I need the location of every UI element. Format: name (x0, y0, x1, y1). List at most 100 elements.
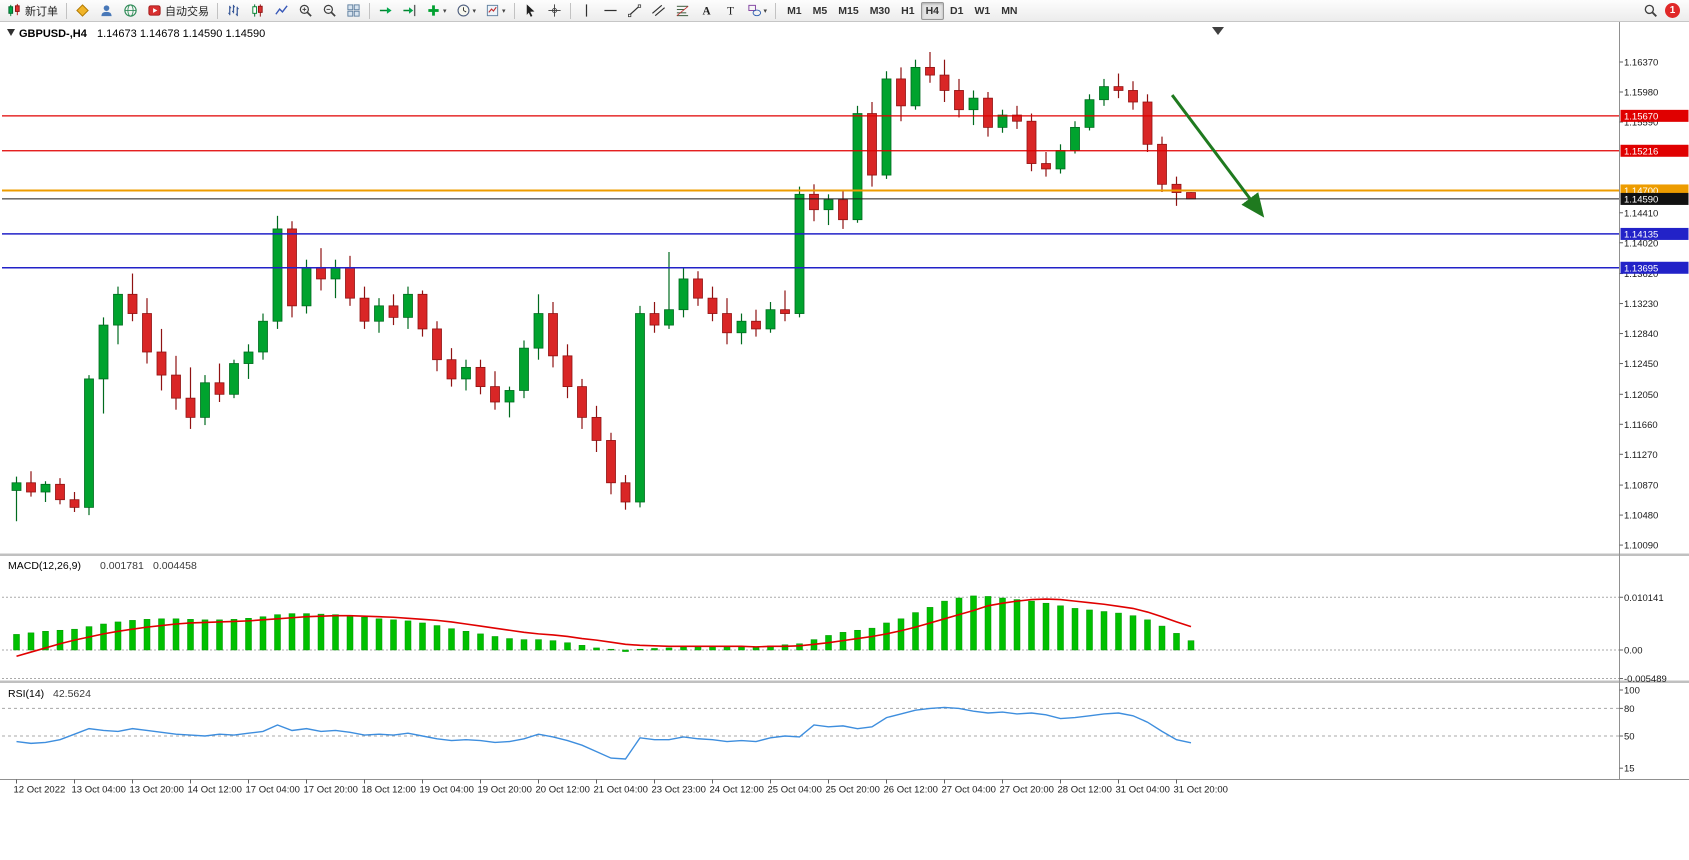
timeframe-mn-button[interactable]: MN (996, 2, 1022, 20)
rsi-panel[interactable] (2, 706, 1620, 760)
timeframe-m1-button[interactable]: M1 (782, 2, 807, 20)
chart-candles-button[interactable] (246, 1, 269, 20)
panel-splitter[interactable] (0, 680, 1689, 684)
zoom-out-icon (322, 3, 337, 18)
candle-body (562, 355, 573, 388)
candle-body (1070, 126, 1080, 151)
trendline-icon (627, 3, 642, 18)
text-label-button[interactable]: T (719, 1, 742, 20)
macd-histogram-bar (288, 613, 296, 651)
candle-body (939, 74, 950, 91)
candle-body (664, 309, 674, 326)
crosshair-button[interactable] (543, 1, 566, 20)
time-axis-label: 25 Oct 04:00 (768, 785, 822, 796)
price-badge (1620, 227, 1689, 240)
candle-body (301, 266, 312, 307)
autotrading-button[interactable]: 自动交易 (143, 1, 213, 20)
one-click-trading-toggle[interactable] (7, 29, 15, 36)
indicators-button[interactable]: ▾ (422, 1, 451, 20)
price-axis-label: 1.13230 (1624, 299, 1658, 310)
mql5-community-button[interactable] (71, 1, 94, 20)
macd-histogram-bar (375, 618, 383, 651)
diamond-icon (75, 3, 90, 18)
tile-windows-button[interactable] (342, 1, 365, 20)
label-t-icon: T (723, 3, 738, 18)
candle-body (1171, 183, 1182, 193)
candle-body (809, 193, 819, 211)
price-axis-label: 1.10480 (1624, 511, 1658, 522)
trendline-button[interactable] (623, 1, 646, 20)
candle-body (475, 366, 486, 388)
chart-shift-button[interactable] (398, 1, 421, 20)
trend-arrow[interactable] (1170, 94, 1265, 218)
notification-badge[interactable]: 1 (1665, 3, 1680, 18)
candle-body (69, 499, 80, 508)
periods-button[interactable]: ▾ (452, 1, 481, 20)
vline-icon (579, 3, 594, 18)
market-button[interactable] (119, 1, 142, 20)
candle-body (127, 293, 138, 314)
panel-splitter[interactable] (0, 553, 1689, 557)
time-axis[interactable]: 12 Oct 2022 13 Oct 04:00 13 Oct 20:00 14 Oc… (0, 779, 1689, 796)
candle-body (84, 378, 94, 508)
chart-line-button[interactable] (270, 1, 293, 20)
macd-histogram-bar (13, 634, 20, 651)
time-axis-label: 21 Oct 04:00 (594, 785, 648, 796)
hline-icon (603, 3, 618, 18)
timeframe-m30-button[interactable]: M30 (865, 2, 895, 20)
macd-histogram-bar (129, 620, 136, 651)
text-button[interactable]: A (695, 1, 718, 20)
user-profile-button[interactable] (95, 1, 118, 20)
equidistant-channel-button[interactable] (647, 1, 670, 20)
price-badge-label: 1.14590 (1624, 194, 1658, 205)
time-axis-label: 26 Oct 12:00 (884, 785, 938, 796)
timeframe-h1-button[interactable]: H1 (896, 2, 919, 20)
chart-bars-button[interactable] (222, 1, 245, 20)
price-axis[interactable]: 1.16370 1.15980 1.15590 1.14410 1.14020 1.136… (1619, 22, 1689, 780)
timeframe-m15-button[interactable]: M15 (833, 2, 863, 20)
templates-button[interactable]: ▾ (481, 1, 510, 20)
vertical-line-button[interactable] (575, 1, 598, 20)
cursor-button[interactable] (519, 1, 542, 20)
timeframe-d1-button[interactable]: D1 (945, 2, 968, 20)
toolbar-separator (569, 2, 571, 19)
chart-shift-marker[interactable] (1212, 27, 1224, 35)
candle-body (359, 297, 370, 322)
new-order-button[interactable]: 新订单 (3, 1, 62, 20)
chevron-down-icon: ▾ (763, 7, 768, 15)
timeframe-w1-button[interactable]: W1 (969, 2, 995, 20)
fibonacci-button[interactable] (671, 1, 694, 20)
candle-body (1012, 114, 1022, 122)
time-axis-label: 23 Oct 23:00 (652, 785, 706, 796)
price-badge-label: 1.13695 (1624, 263, 1658, 274)
candle-body (461, 366, 471, 380)
macd-axis-label: -0.005489 (1624, 674, 1667, 685)
candle-body (678, 278, 689, 311)
chart-window[interactable]: GBPUSD-,H4 1.14673 1.14678 1.14590 1.145… (0, 22, 1689, 860)
search-button[interactable] (1639, 1, 1662, 20)
main-chart-panel[interactable] (2, 27, 1620, 522)
auto-scroll-button[interactable] (374, 1, 397, 20)
macd-panel[interactable] (2, 595, 1620, 680)
zoom-in-button[interactable] (294, 1, 317, 20)
candle-body (142, 313, 152, 353)
macd-histogram-bar (1158, 625, 1166, 651)
candle-body (765, 309, 776, 330)
timeframe-h4-button[interactable]: H4 (920, 1, 944, 20)
macd-histogram-bar (245, 618, 252, 651)
price-axis-label: 1.13620 (1624, 269, 1658, 280)
toolbar-separator (369, 2, 370, 19)
candle-body (214, 382, 225, 395)
candle-body (1128, 90, 1138, 103)
fibonacci-icon (675, 3, 690, 18)
time-axis-label: 13 Oct 04:00 (72, 785, 126, 796)
time-axis-label: 24 Oct 12:00 (710, 785, 764, 796)
autotrade-icon (147, 3, 162, 18)
zoom-out-button[interactable] (318, 1, 341, 20)
toolbar: 新订单 自动交易 ▾ ▾ ▾ A T ▾ M1 M5 M15 M30 H1 H4 D1 W1 MN 1 (0, 0, 1689, 22)
macd-histogram-bar (955, 597, 963, 651)
chart-title: GBPUSD-,H4 (19, 28, 88, 40)
arrows-button[interactable]: ▾ (743, 1, 772, 20)
timeframe-m5-button[interactable]: M5 (808, 2, 833, 20)
horizontal-line-button[interactable] (599, 1, 622, 20)
